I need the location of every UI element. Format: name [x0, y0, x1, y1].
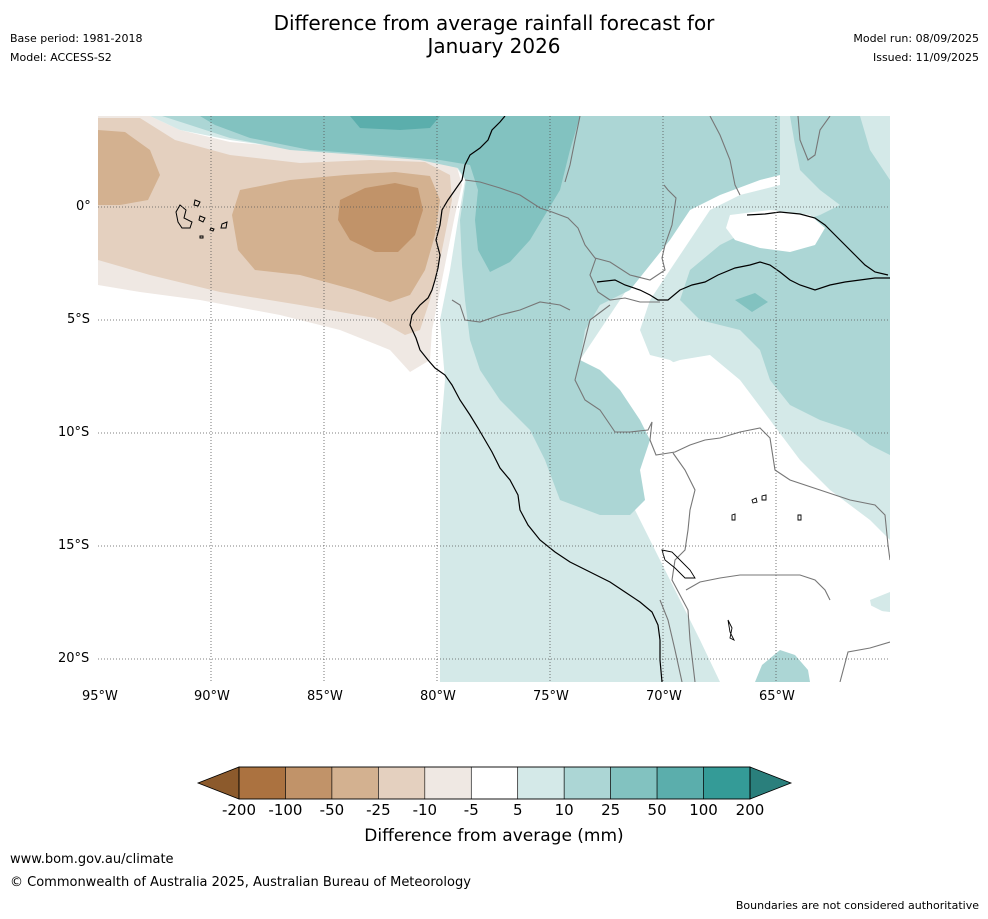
colorbar-tick-label: -5 — [463, 801, 479, 819]
colorbar-tick-label: -200 — [221, 801, 257, 819]
colorbar-tick-label: 10 — [554, 801, 574, 819]
wet-anomaly-east-10 — [680, 116, 890, 455]
issued-label: Issued: 11/09/2025 — [872, 51, 979, 64]
colorbar-tick-label: -10 — [412, 801, 438, 819]
wet-anomaly-amazon-25 — [735, 293, 768, 312]
model-label: Model: ACCESS-S2 — [10, 51, 112, 64]
neutral-zone-southeast — [800, 590, 890, 682]
base-period-label: Base period: 1981-2018 — [10, 32, 143, 45]
neutral-zone-amazon — [726, 210, 825, 252]
colorbar-title: Difference from average (mm) — [364, 826, 624, 846]
colorbar-cell — [656, 766, 704, 800]
colorbar-cell — [703, 766, 751, 800]
lat-label-5s: 5°S — [67, 312, 91, 327]
map-fill-layer — [98, 116, 890, 682]
colorbar-tick-label: 100 — [689, 801, 718, 819]
colorbar-tick-label: -50 — [319, 801, 345, 819]
country-borders — [451, 116, 890, 682]
footer-disclaimer: Boundaries are not considered authoritat… — [735, 899, 979, 912]
colorbar-cell — [238, 766, 286, 800]
lon-label-80w: 80°W — [420, 689, 456, 704]
lon-label-85w: 85°W — [307, 689, 343, 704]
lon-label-75w: 75°W — [533, 689, 569, 704]
colorbar-cell — [424, 766, 472, 800]
coastline — [409, 116, 890, 682]
wet-anomaly-south-10 — [755, 650, 810, 682]
colorbar-tick-label: -25 — [366, 801, 391, 819]
colorbar-tick-label: 200 — [735, 801, 765, 819]
model-run-label: Model run: 08/09/2025 — [853, 32, 979, 45]
colorbar-tick-label: 25 — [601, 801, 621, 819]
lat-label-15s: 15°S — [58, 538, 90, 553]
dry-anomaly-zone-100 — [338, 183, 423, 252]
colorbar-extend-wet — [749, 766, 793, 800]
colorbar-cell — [470, 766, 519, 800]
wet-anomaly-north-10 — [162, 116, 890, 515]
lon-label-95w: 95°W — [82, 689, 118, 704]
colorbar-cell — [563, 766, 611, 800]
lon-label-90w: 90°W — [194, 689, 230, 704]
colorbar-tick-label: -100 — [268, 801, 303, 819]
colorbar-tick-label: 50 — [647, 801, 667, 819]
graticule — [98, 116, 890, 682]
footer-copyright: © Commonwealth of Australia 2025, Austra… — [10, 875, 471, 890]
footer-url: www.bom.gov.au/climate — [10, 852, 174, 867]
colorbar — [196, 766, 793, 800]
colorbar-cell — [285, 766, 333, 800]
colorbar-cell — [378, 766, 426, 800]
dry-anomaly-zone-50 — [98, 130, 440, 302]
neutral-zone-bolivia — [650, 355, 890, 620]
colorbar-cell — [517, 766, 565, 800]
wet-anomaly-north-50 — [350, 116, 440, 130]
colorbar-tick-label: 5 — [512, 801, 523, 819]
lakes — [661, 494, 802, 642]
lat-label-10s: 10°S — [58, 425, 90, 440]
title-line-2: January 2026 — [427, 34, 561, 58]
colorbar-cell — [331, 766, 379, 800]
lat-label-20s: 20°S — [58, 651, 90, 666]
colorbar-cell — [610, 766, 658, 800]
colorbar-frame — [238, 766, 751, 800]
colorbar-extend-dry — [196, 766, 240, 800]
title-line-1: Difference from average rainfall forecas… — [273, 11, 715, 35]
wet-anomaly-north-25 — [200, 116, 580, 272]
lon-label-65w: 65°W — [759, 689, 795, 704]
galapagos-islands — [175, 199, 228, 239]
lon-label-70w: 70°W — [646, 689, 682, 704]
wet-anomaly-south-5 — [870, 592, 890, 612]
page-title: Difference from average rainfall forecas… — [0, 12, 988, 58]
colorbar-cells — [238, 766, 751, 800]
lat-label-0: 0° — [76, 199, 91, 214]
